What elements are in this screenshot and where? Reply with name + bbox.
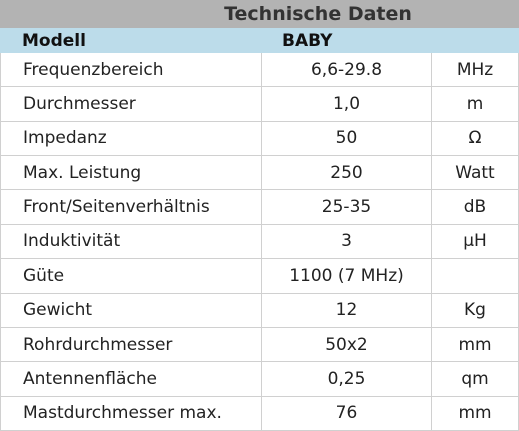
cell-text: 0,25 xyxy=(327,368,366,389)
cell-text: Kg xyxy=(464,300,486,321)
cell-text: mm xyxy=(458,403,492,424)
cell-text: Güte xyxy=(23,265,65,286)
table-cell: 6,6-29.8 xyxy=(262,53,432,88)
title-row: Technische Daten xyxy=(0,0,519,28)
table-cell: Güte xyxy=(0,259,262,294)
title: Technische Daten xyxy=(224,3,412,25)
cell-text: 3 xyxy=(341,231,352,252)
table-cell: 50 xyxy=(262,121,432,157)
table-cell: Durchmesser xyxy=(0,87,262,122)
table-cell: 1,0 xyxy=(262,87,432,122)
table-cell: 1100 (7 MHz) xyxy=(262,259,432,294)
cell-text: Ω xyxy=(468,128,482,149)
table-cell: dB xyxy=(432,190,519,225)
table-cell: Kg xyxy=(432,293,519,328)
table-cell: mm xyxy=(432,327,519,363)
table-cell xyxy=(432,259,519,294)
table-cell: Watt xyxy=(432,156,519,191)
table-cell: 3 xyxy=(262,224,432,260)
cell-text: 50x2 xyxy=(325,334,368,355)
cell-text: Front/Seitenverhältnis xyxy=(23,197,210,218)
cell-text: Rohrdurchmesser xyxy=(23,334,173,355)
cell-text: 250 xyxy=(330,162,363,183)
cell-text: 50 xyxy=(335,128,358,149)
cell-text: Durchmesser xyxy=(23,94,136,115)
table-cell: 12 xyxy=(262,293,432,328)
table-cell: Gewicht xyxy=(0,293,262,328)
cell-text: Mastdurchmesser max. xyxy=(23,403,222,424)
cell-text: Antennenfläche xyxy=(23,368,158,389)
table-cell: Induktivität xyxy=(0,224,262,260)
table-cell: Front/Seitenverhältnis xyxy=(0,190,262,225)
cell-text: Impedanz xyxy=(23,128,107,149)
cell-text: 25-35 xyxy=(321,197,372,218)
cell-text: 1,0 xyxy=(332,94,361,115)
cell-text: Max. Leistung xyxy=(23,162,142,183)
table-cell: Impedanz xyxy=(0,121,262,157)
cell-text: Watt xyxy=(455,162,495,183)
cell-text: Gewicht xyxy=(23,300,93,321)
table-cell: 25-35 xyxy=(262,190,432,225)
table-cell: 76 xyxy=(262,396,432,431)
cell-text: 6,6-29.8 xyxy=(310,59,383,80)
table-cell: 50x2 xyxy=(262,327,432,363)
cell-text: μH xyxy=(463,231,487,252)
cell-text: MHz xyxy=(456,59,494,80)
table-cell: Rohrdurchmesser xyxy=(0,327,262,363)
table-cell: Ω xyxy=(432,121,519,157)
table-cell: MHz xyxy=(432,53,519,88)
table-cell: Max. Leistung xyxy=(0,156,262,191)
table-cell: mm xyxy=(432,396,519,431)
table-cell: 250 xyxy=(262,156,432,191)
table-cell: μH xyxy=(432,224,519,260)
cell-text: Induktivität xyxy=(23,231,121,252)
table-cell: m xyxy=(432,87,519,122)
table-cell: Antennenfläche xyxy=(0,362,262,397)
cell-text: Frequenzbereich xyxy=(23,59,164,80)
cell-text: m xyxy=(466,94,484,115)
cell-text: mm xyxy=(458,334,492,355)
table-cell: Frequenzbereich xyxy=(0,53,262,88)
cell-text: qm xyxy=(461,368,489,389)
table-cell: qm xyxy=(432,362,519,397)
header-model: BABY xyxy=(282,30,333,51)
table-cell: Mastdurchmesser max. xyxy=(0,396,262,431)
cell-text: 1100 (7 MHz) xyxy=(289,265,404,286)
header-row: Modell BABY xyxy=(0,28,519,53)
cell-text: 76 xyxy=(335,403,358,424)
header-label: Modell xyxy=(22,30,86,51)
cell-text: 12 xyxy=(335,300,358,321)
table-cell: 0,25 xyxy=(262,362,432,397)
cell-text: dB xyxy=(463,197,487,218)
